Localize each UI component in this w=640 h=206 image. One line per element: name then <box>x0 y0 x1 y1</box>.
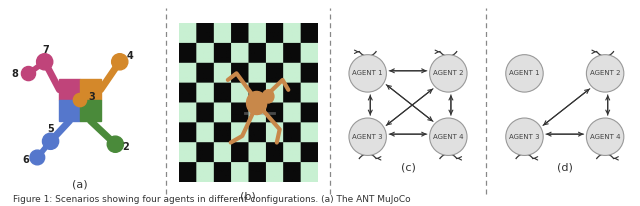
Circle shape <box>30 150 45 165</box>
Text: 5: 5 <box>47 124 54 135</box>
Text: AGENT 1: AGENT 1 <box>353 70 383 76</box>
Bar <box>80 100 100 121</box>
Text: AGENT 4: AGENT 4 <box>433 134 463 140</box>
Text: 6: 6 <box>22 155 29 165</box>
Text: 3: 3 <box>88 92 95 102</box>
Text: Figure 1: Scenarios showing four agents in different configurations. (a) The ANT: Figure 1: Scenarios showing four agents … <box>13 195 410 204</box>
Text: 2: 2 <box>122 142 129 152</box>
Bar <box>80 80 100 100</box>
Circle shape <box>349 118 387 156</box>
Circle shape <box>262 90 274 103</box>
Circle shape <box>429 118 467 156</box>
Circle shape <box>246 91 267 115</box>
Circle shape <box>586 55 624 92</box>
Text: 8: 8 <box>12 69 19 78</box>
Circle shape <box>506 55 543 92</box>
Circle shape <box>74 94 86 107</box>
Text: AGENT 1: AGENT 1 <box>509 70 540 76</box>
Text: AGENT 3: AGENT 3 <box>353 134 383 140</box>
Text: (a): (a) <box>72 180 88 190</box>
Circle shape <box>586 118 624 156</box>
Text: AGENT 2: AGENT 2 <box>590 70 620 76</box>
Text: AGENT 3: AGENT 3 <box>509 134 540 140</box>
Circle shape <box>506 118 543 156</box>
Circle shape <box>21 67 36 81</box>
Circle shape <box>108 136 124 152</box>
Circle shape <box>36 54 52 70</box>
Text: 4: 4 <box>127 51 133 61</box>
Text: AGENT 4: AGENT 4 <box>590 134 620 140</box>
Circle shape <box>429 55 467 92</box>
Text: (b): (b) <box>240 192 256 202</box>
Bar <box>60 100 80 121</box>
Text: (c): (c) <box>401 163 415 173</box>
Text: 7: 7 <box>43 45 49 55</box>
Circle shape <box>42 133 59 149</box>
Text: (d): (d) <box>557 163 573 173</box>
Circle shape <box>349 55 387 92</box>
Bar <box>60 80 80 100</box>
Text: AGENT 2: AGENT 2 <box>433 70 463 76</box>
Circle shape <box>111 54 128 70</box>
